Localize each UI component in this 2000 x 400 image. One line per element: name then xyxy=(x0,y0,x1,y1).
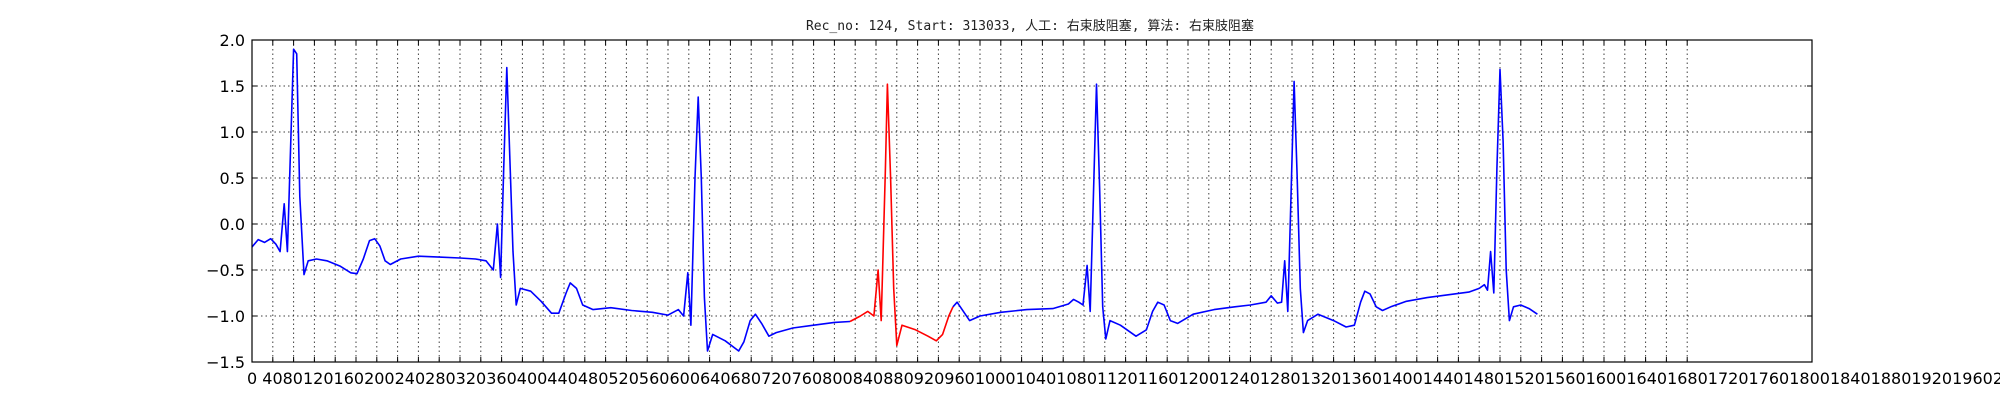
y-tick-label: 1.5 xyxy=(220,77,245,96)
y-tick-label: −0.5 xyxy=(206,261,245,280)
y-tick-label: −1.0 xyxy=(206,307,245,326)
chart-title: Rec_no: 124, Start: 313033, 人工: 右束肢阻塞, 算… xyxy=(806,18,1254,34)
ecg-series-2 xyxy=(849,83,954,347)
y-axis: −1.5 −1.0 −0.5 0.0 0.5 1.0 1.5 2.0 xyxy=(206,31,1812,372)
y-tick-label: 1.0 xyxy=(220,123,245,142)
y-tick-label: 2.0 xyxy=(220,31,245,50)
y-tick-label: −1.5 xyxy=(206,353,245,372)
ecg-series-3 xyxy=(952,68,1538,340)
y-tick-label: 0.5 xyxy=(220,169,245,188)
grid xyxy=(252,40,1812,362)
x-axis: 0 40801201602002402803203604004404805205… xyxy=(247,40,2000,388)
plot-frame xyxy=(251,39,1813,363)
y-tick-label: 0.0 xyxy=(220,215,245,234)
x-tick-labels: 0 40801201602002402803203604004404805205… xyxy=(247,369,2000,388)
ecg-series-1 xyxy=(251,48,851,352)
series-layer xyxy=(251,48,1538,352)
